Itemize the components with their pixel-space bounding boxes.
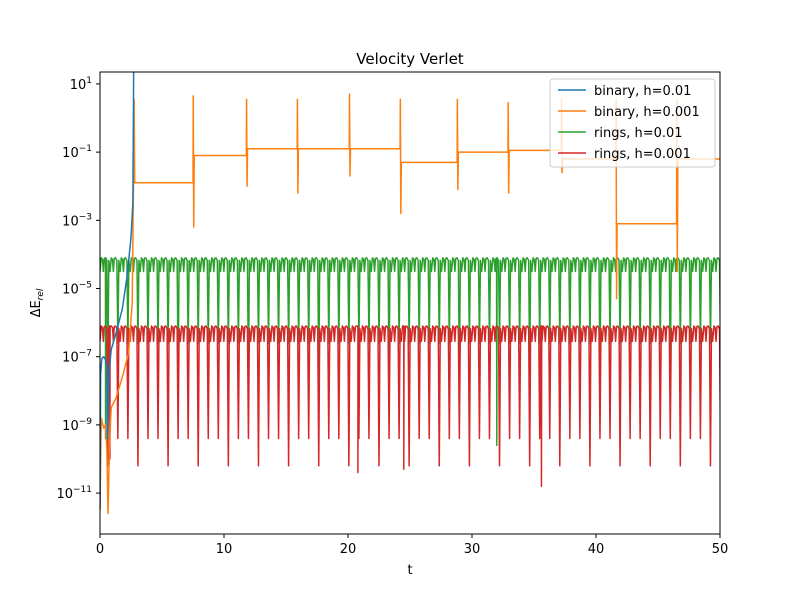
y-tick-label-base: 10 bbox=[62, 351, 79, 366]
y-tick-label: 10−3 bbox=[62, 212, 92, 229]
y-tick-label-exponent: −1 bbox=[79, 144, 92, 154]
y-axis-label: ΔErel bbox=[29, 288, 46, 317]
series-line-rings-h-0-001 bbox=[100, 325, 720, 488]
x-axis: 0 10 20 30 40 50 bbox=[96, 534, 728, 557]
y-tick-label-base: 10 bbox=[62, 283, 79, 298]
y-tick-label-exponent: 1 bbox=[86, 76, 92, 86]
y-tick-label-base: 10 bbox=[62, 419, 79, 434]
legend-label: rings, h=0.001 bbox=[594, 147, 691, 162]
x-tick-label: 40 bbox=[588, 542, 605, 557]
legend: binary, h=0.01 binary, h=0.001 rings, h=0.… bbox=[549, 78, 716, 168]
y-tick-label-base: 10 bbox=[56, 487, 73, 502]
x-tick-label: 10 bbox=[216, 542, 233, 557]
y-tick-label: 10−7 bbox=[62, 349, 92, 366]
x-tick-label: 30 bbox=[464, 542, 481, 557]
series-line-binary-h-0-01 bbox=[100, 72, 135, 511]
x-axis-label: t bbox=[407, 563, 412, 578]
legend-box bbox=[549, 78, 716, 168]
y-tick-label-base: 10 bbox=[62, 146, 79, 161]
x-tick-label: 0 bbox=[96, 542, 104, 557]
y-tick-label: 10−1 bbox=[62, 144, 92, 161]
y-tick-label-exponent: −3 bbox=[79, 212, 92, 222]
y-tick-label-exponent: −5 bbox=[79, 281, 92, 291]
y-axis-label-main: ΔE bbox=[29, 300, 44, 317]
y-tick-label-base: 10 bbox=[62, 214, 79, 229]
chart-title: Velocity Verlet bbox=[356, 50, 463, 68]
y-tick-label-exponent: −11 bbox=[73, 485, 92, 495]
y-tick-label-exponent: −9 bbox=[79, 417, 93, 427]
y-tick-label: 10−5 bbox=[62, 281, 92, 298]
x-tick-label: 20 bbox=[340, 542, 357, 557]
y-axis-label-sub: rel bbox=[36, 288, 46, 300]
legend-label: rings, h=0.01 bbox=[594, 126, 683, 141]
y-tick-label-base: 10 bbox=[70, 78, 87, 93]
y-tick-label-exponent: −7 bbox=[79, 349, 92, 359]
plot-frame bbox=[99, 71, 721, 535]
y-tick-label: 10−11 bbox=[56, 485, 92, 502]
x-tick-label: 50 bbox=[712, 542, 729, 557]
y-tick-label: 101 bbox=[70, 76, 92, 93]
y-tick-label: 10−9 bbox=[62, 417, 92, 434]
series-line-rings-h-0-01 bbox=[100, 257, 720, 447]
legend-label: binary, h=0.01 bbox=[594, 84, 691, 99]
legend-label: binary, h=0.001 bbox=[594, 105, 700, 120]
